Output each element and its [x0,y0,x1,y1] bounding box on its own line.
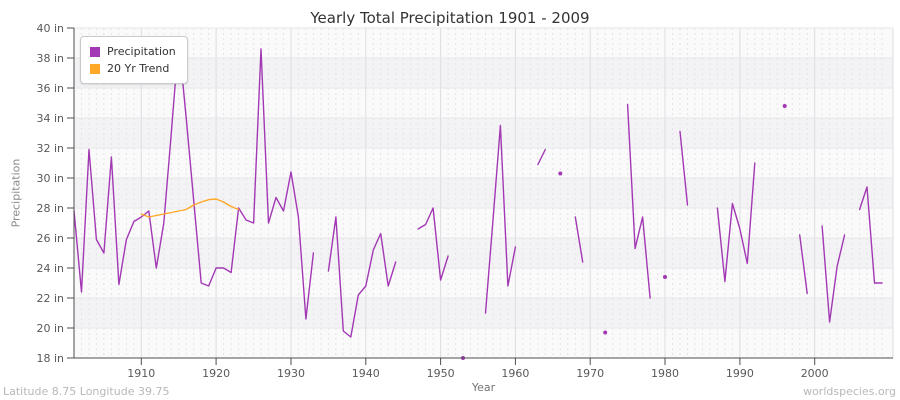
chart-legend: Precipitation 20 Yr Trend [80,36,188,84]
y-tick-label: 30 in [36,172,64,185]
x-tick-label: 1910 [127,367,155,380]
x-tick-label: 1960 [501,367,529,380]
isolated-data-point [663,275,667,279]
y-tick-label: 28 in [36,202,64,215]
y-axis-label: Precipitation [9,158,23,228]
precipitation-line [73,39,883,360]
plot-bands [74,28,893,358]
footer-coordinates: Latitude 8.75 Longitude 39.75 [3,385,170,398]
x-tick-label: 1950 [427,367,455,380]
y-tick-label: 26 in [36,232,64,245]
y-tick-label: 36 in [36,82,64,95]
x-tick-label: 1970 [576,367,604,380]
y-tick-label: 32 in [36,142,64,155]
y-tick-label: 40 in [36,22,64,35]
x-tick-label: 1930 [277,367,305,380]
horizontal-gridlines [74,27,893,329]
isolated-data-point [558,171,563,176]
chart-title: Yearly Total Precipitation 1901 - 2009 [310,9,590,27]
footer-site-name: worldspecies.org [803,385,896,398]
y-tick-label: 22 in [36,292,64,305]
legend-item-precipitation: Precipitation [90,43,176,60]
isolated-data-point [603,330,608,335]
trend-line [140,198,240,218]
y-tick-label: 34 in [36,112,64,125]
y-tick-label: 38 in [36,52,64,65]
y-tick-label: 24 in [36,262,64,275]
legend-label-precipitation: Precipitation [107,45,176,58]
x-tick-label: 2000 [801,367,829,380]
x-tick-label: 1990 [726,367,754,380]
y-tick-label: 18 in [36,352,64,365]
x-axis-label: Year [471,381,496,394]
x-tick-label: 1940 [352,367,380,380]
y-tick-label: 20 in [36,322,64,335]
precipitation-swatch-icon [90,46,100,57]
isolated-data-point [782,104,787,108]
vertical-gridlines [81,28,894,358]
axes: 18 in 20 in 22 in 24 in 26 in 28 in 30 in 32 in… [36,22,893,380]
x-tick-label: 1980 [651,367,679,380]
legend-label-trend: 20 Yr Trend [107,62,170,75]
x-tick-label: 1920 [202,367,230,380]
legend-item-trend: 20 Yr Trend [90,60,176,77]
trend-swatch-icon [90,63,100,74]
